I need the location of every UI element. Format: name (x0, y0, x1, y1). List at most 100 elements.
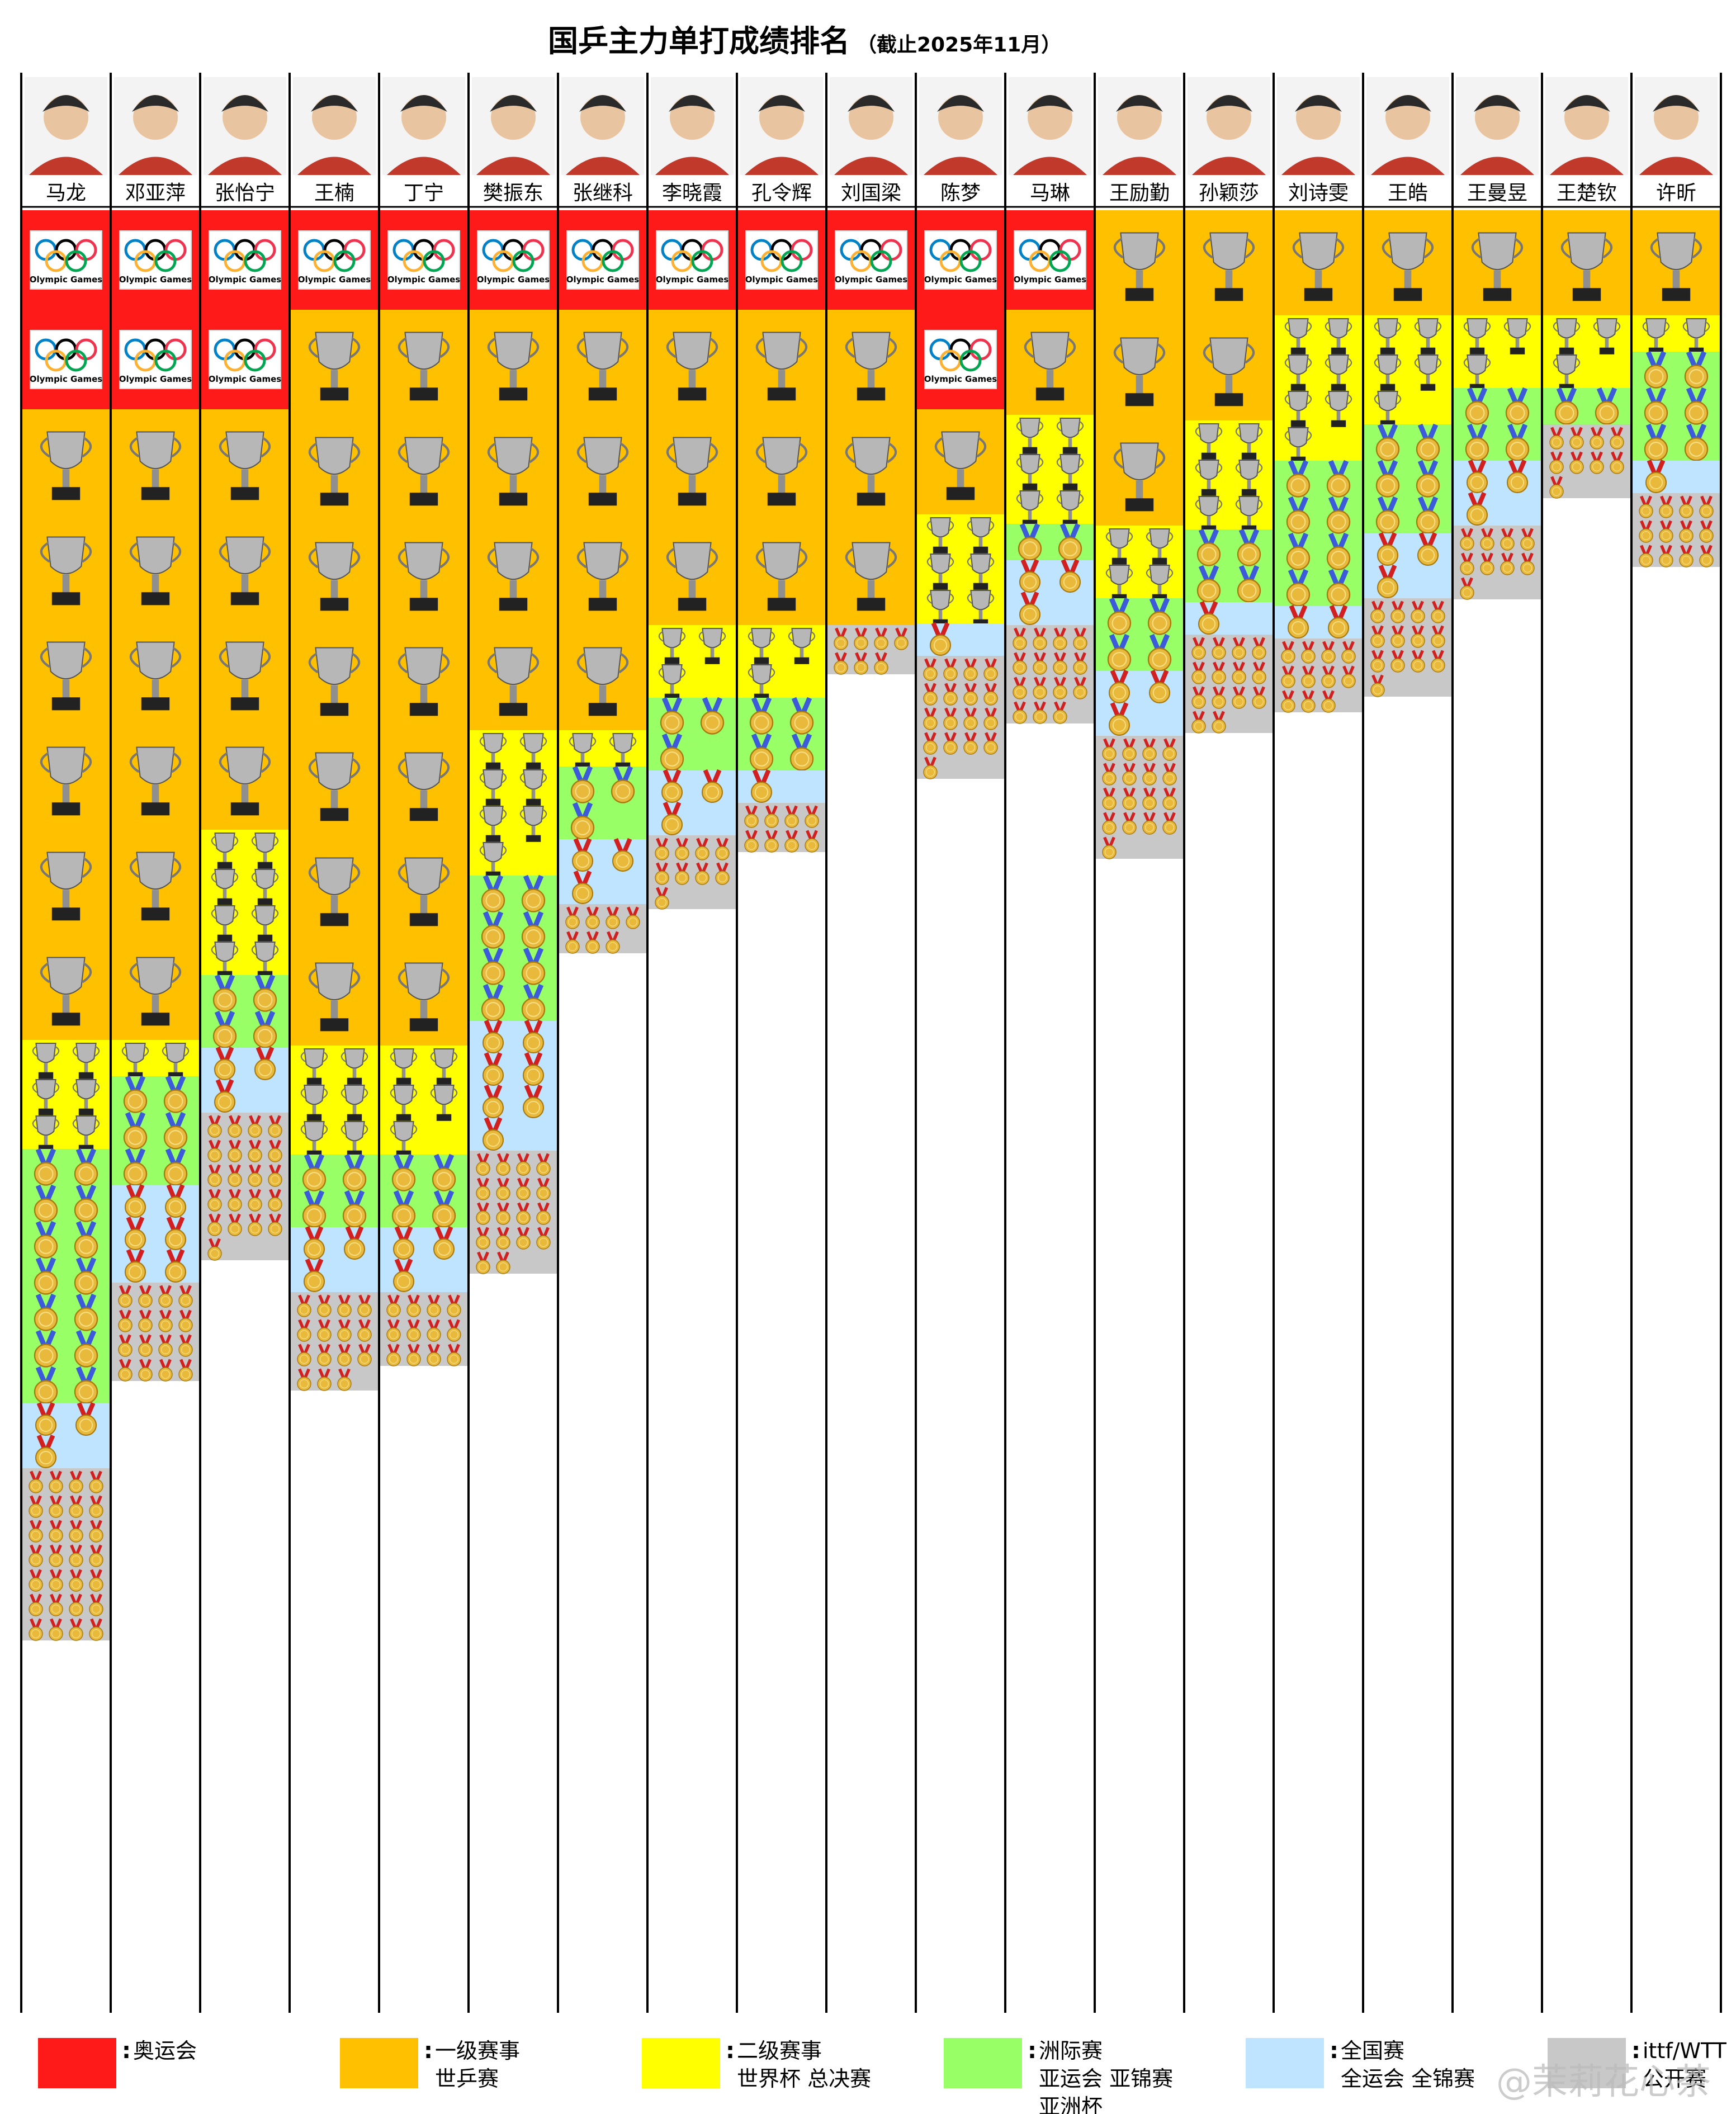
gold-medal-icon (521, 925, 546, 949)
medal-inner-ring-icon (1380, 514, 1396, 529)
trophy-icon (852, 437, 891, 475)
trophy-stem-icon (978, 574, 983, 583)
trophy-handle-icon (32, 1046, 38, 1057)
gold-medal-icon (805, 838, 819, 853)
medal-inner-ring-icon (347, 1242, 362, 1256)
trophy-base-icon (320, 1018, 349, 1032)
trophy-icon (583, 332, 622, 370)
trophy-handle-icon (1471, 238, 1482, 259)
medal-inner-ring-icon (210, 1150, 220, 1160)
gold-medal-icon (29, 1626, 43, 1641)
trophy-stem-icon (223, 853, 227, 862)
legend-colon: : (726, 2038, 735, 2064)
gold-medal-icon (1505, 437, 1530, 461)
trophy-handle-icon (171, 962, 182, 983)
trophy-handle-icon (1346, 321, 1352, 333)
trophy-stem-icon (978, 537, 983, 547)
gold-medal-icon (1232, 670, 1246, 684)
category-block-continental (201, 974, 288, 1048)
gold-medal-icon (1102, 746, 1117, 761)
avatar-shirt-icon (1013, 157, 1087, 175)
medal-inner-ring-icon (986, 669, 996, 679)
trophy-stem-icon (352, 1068, 357, 1078)
trophy-handle-icon (1235, 426, 1241, 438)
medal-inner-ring-icon (1283, 651, 1293, 661)
player-photo (472, 77, 555, 175)
trophy-handle-icon (755, 547, 766, 569)
legend-colon: : (1330, 2038, 1338, 2064)
category-block-national (1096, 669, 1183, 736)
trophy-handle-icon (1513, 238, 1524, 259)
category-block-level1 (112, 409, 199, 1040)
player-photo (740, 77, 823, 175)
medal-inner-ring-icon (339, 1305, 349, 1315)
category-block-level1 (738, 310, 825, 625)
trophy-icon (702, 628, 723, 649)
gold-medal-icon (516, 1210, 531, 1225)
gold-medal-icon (69, 1602, 83, 1616)
category-block-background (1275, 606, 1362, 639)
gold-medal-icon (1679, 553, 1694, 567)
trophy-stem-icon (420, 370, 428, 388)
trophy-handle-icon (411, 1124, 418, 1136)
gold-medal-icon (118, 1318, 133, 1332)
trophy-base-icon (1035, 387, 1065, 401)
gold-medal-icon (89, 1528, 103, 1543)
trophy-handle-icon (211, 944, 217, 956)
medal-inner-ring-icon (437, 1242, 451, 1256)
medal-inner-ring-icon (168, 1265, 183, 1279)
gold-medal-icon (1321, 649, 1336, 664)
medal-inner-ring-icon (498, 1262, 508, 1272)
olympic-ring-icon (959, 250, 982, 272)
trophy-handle-icon (1195, 426, 1201, 438)
legend-label: 亚洲杯 (1039, 2094, 1103, 2114)
legend-label: 洲际赛 (1039, 2039, 1103, 2063)
trophy-icon (1467, 318, 1488, 339)
medal-inner-ring-icon (1112, 685, 1127, 700)
medal-inner-ring-icon (794, 715, 810, 730)
gold-medal-icon (317, 1303, 332, 1317)
trophy-handle-icon (1056, 457, 1062, 469)
gold-medal-icon (1013, 710, 1027, 724)
trophy-icon (315, 332, 354, 370)
medal-inner-ring-icon (160, 1295, 171, 1306)
avatar-shirt-icon (297, 157, 371, 175)
trophy-icon (136, 431, 175, 469)
gold-medal-icon (1370, 658, 1385, 673)
gold-medal-icon (303, 1270, 325, 1293)
trophy-handle-icon (430, 1051, 436, 1063)
medal-inner-ring-icon (128, 1232, 143, 1247)
gold-medal-icon (1191, 670, 1206, 684)
medal-inner-ring-icon (498, 1213, 508, 1223)
medal-inner-ring-icon (360, 1354, 370, 1364)
medal-inner-ring-icon (986, 693, 996, 703)
medal-inner-ring-icon (526, 1068, 541, 1082)
trophy-base-icon (767, 387, 796, 401)
trophy-icon (214, 942, 235, 962)
gold-medal-icon (138, 1293, 153, 1308)
medal-inner-ring-icon (38, 1384, 54, 1399)
medal-inner-ring-icon (807, 816, 817, 826)
medal-inner-ring-icon (1104, 822, 1114, 833)
category-block-level2 (1096, 526, 1183, 601)
watermark: @茉莉花心茶 (1496, 2061, 1711, 2103)
avatar-hair-icon (937, 95, 984, 112)
trophy-icon (1019, 418, 1040, 438)
trophy-icon (315, 752, 354, 790)
medal-inner-ring-icon (966, 742, 976, 753)
medal-inner-ring-icon (1234, 697, 1244, 707)
gold-medal-icon (89, 1553, 103, 1567)
medal-inner-ring-icon (51, 1604, 61, 1614)
gold-medal-icon (268, 1148, 282, 1162)
trophy-handle-icon (1078, 493, 1084, 505)
legend-swatch (944, 2038, 1022, 2088)
trophy-stem-icon (1247, 443, 1251, 453)
medal-inner-ring-icon (787, 816, 797, 826)
trophy-stem-icon (420, 790, 428, 808)
trophy-handle-icon (487, 652, 498, 674)
medal-inner-ring-icon (754, 751, 769, 767)
medal-inner-ring-icon (257, 1029, 273, 1044)
gold-medal-icon (49, 1528, 63, 1543)
